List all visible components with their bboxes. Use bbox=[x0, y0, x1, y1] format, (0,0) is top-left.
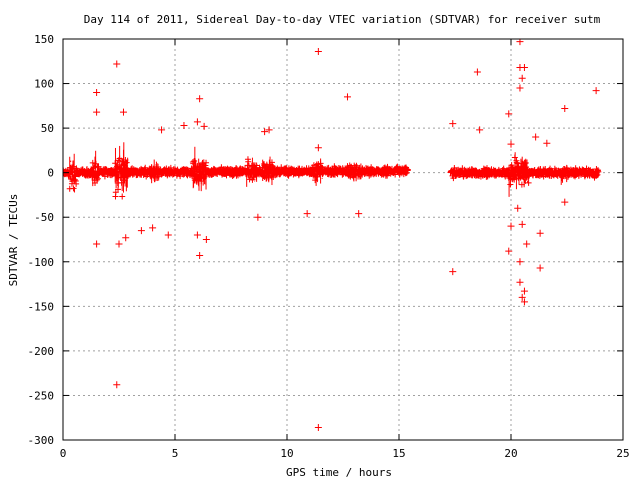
outlier-point bbox=[518, 220, 526, 228]
chart-title: Day 114 of 2011, Sidereal Day-to-day VTE… bbox=[84, 13, 601, 26]
y-axis-label: SDTVAR / TECUs bbox=[7, 194, 20, 287]
data-point bbox=[513, 159, 520, 166]
outlier-point bbox=[516, 84, 524, 92]
data-point bbox=[514, 160, 521, 167]
outlier-point bbox=[514, 204, 522, 212]
outlier-point bbox=[119, 108, 127, 116]
outlier-point bbox=[543, 139, 551, 147]
outlier-point bbox=[158, 126, 166, 134]
outlier-point bbox=[149, 224, 157, 232]
outlier-point bbox=[93, 240, 101, 248]
data-point bbox=[525, 179, 532, 186]
outlier-point bbox=[561, 198, 569, 206]
outlier-point bbox=[193, 231, 201, 239]
data-point bbox=[70, 163, 77, 170]
outlier-point bbox=[507, 140, 515, 148]
outlier-point bbox=[520, 287, 528, 295]
outlier-point bbox=[113, 381, 121, 389]
outlier-point bbox=[536, 229, 544, 237]
outlier-point bbox=[532, 133, 540, 141]
data-point bbox=[73, 180, 80, 187]
outlier-point bbox=[449, 120, 457, 128]
outlier-point bbox=[265, 126, 273, 134]
outliers bbox=[93, 39, 600, 432]
outlier-point bbox=[113, 60, 121, 68]
outlier-point bbox=[507, 222, 515, 230]
data-point bbox=[119, 193, 126, 200]
x-tick-label: 20 bbox=[504, 447, 517, 460]
outlier-point bbox=[115, 240, 123, 248]
outlier-point bbox=[314, 47, 322, 55]
outlier-point bbox=[200, 122, 208, 130]
data-point bbox=[508, 162, 515, 169]
outlier-point bbox=[93, 88, 101, 96]
outlier-point bbox=[314, 424, 322, 432]
y-tick-label: -250 bbox=[28, 389, 55, 402]
x-axis-label: GPS time / hours bbox=[286, 466, 392, 479]
data-point bbox=[92, 160, 99, 167]
outlier-point bbox=[518, 293, 526, 301]
outlier-point bbox=[254, 213, 262, 221]
x-tick-label: 0 bbox=[60, 447, 67, 460]
outlier-point bbox=[193, 118, 201, 126]
outlier-point bbox=[196, 252, 204, 260]
outlier-point bbox=[355, 210, 363, 218]
x-tick-label: 15 bbox=[392, 447, 405, 460]
data-point bbox=[94, 175, 101, 182]
data-point bbox=[93, 176, 100, 183]
outlier-point bbox=[303, 210, 311, 218]
x-tick-label: 10 bbox=[280, 447, 293, 460]
outlier-point bbox=[520, 64, 528, 72]
outlier-point bbox=[536, 264, 544, 272]
outlier-point bbox=[180, 121, 188, 129]
outlier-point bbox=[164, 231, 172, 239]
data-point bbox=[203, 159, 210, 166]
y-tick-label: -300 bbox=[28, 434, 55, 447]
outlier-point bbox=[516, 258, 524, 266]
outlier-point bbox=[520, 298, 528, 306]
y-tick-label: -150 bbox=[28, 300, 55, 313]
outlier-point bbox=[314, 144, 322, 152]
outlier-point bbox=[505, 110, 513, 118]
data-point bbox=[245, 158, 252, 165]
outlier-point bbox=[592, 87, 600, 95]
data-point bbox=[269, 162, 276, 169]
y-tick-label: 150 bbox=[34, 33, 54, 46]
outlier-point bbox=[261, 128, 269, 136]
data-point bbox=[123, 159, 130, 166]
x-tick-label: 5 bbox=[172, 447, 179, 460]
data-series bbox=[63, 39, 602, 432]
data-point bbox=[92, 180, 98, 187]
data-point bbox=[404, 167, 411, 174]
outlier-point bbox=[202, 236, 210, 243]
y-tick-label: -200 bbox=[28, 345, 55, 358]
outlier-point bbox=[343, 93, 351, 101]
data-point bbox=[70, 185, 77, 192]
y-tick-label: 0 bbox=[47, 167, 54, 180]
outlier-point bbox=[476, 126, 484, 134]
outlier-point bbox=[137, 227, 145, 235]
x-tick-label: 25 bbox=[616, 447, 629, 460]
y-tick-label: -100 bbox=[28, 256, 55, 269]
dense-band bbox=[63, 142, 602, 200]
outlier-point bbox=[196, 95, 204, 103]
data-point bbox=[507, 181, 514, 188]
plot-frame bbox=[62, 38, 624, 441]
outlier-point bbox=[473, 68, 481, 76]
y-tick-label: 50 bbox=[41, 122, 54, 135]
outlier-point bbox=[93, 108, 101, 116]
y-tick-label: -50 bbox=[34, 211, 54, 224]
outlier-point bbox=[518, 74, 526, 82]
outlier-point bbox=[122, 234, 130, 242]
data-point bbox=[595, 168, 602, 175]
outlier-point bbox=[505, 247, 513, 255]
outlier-point bbox=[523, 240, 531, 248]
outlier-point bbox=[516, 278, 524, 286]
y-tick-label: 100 bbox=[34, 78, 54, 91]
axis-ticks: 0 5 10 15 20 25 150 100 50 0 -50 -100 -150 -200 -250 -3… bbox=[28, 33, 630, 460]
outlier-point bbox=[561, 105, 569, 113]
outlier-point bbox=[449, 268, 457, 276]
